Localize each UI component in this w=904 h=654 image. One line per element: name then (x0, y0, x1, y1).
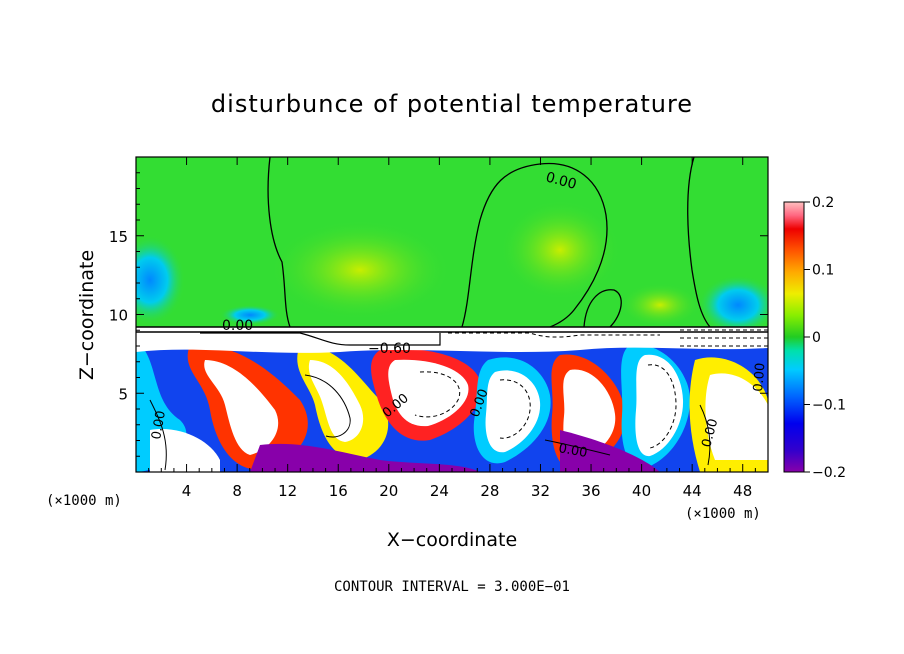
x-tick-label: 16 (329, 482, 348, 500)
colorbar-tick-label: 0.1 (812, 263, 834, 279)
colorbar-tick-label: 0.2 (812, 195, 834, 211)
contour-label: 0.00 (149, 410, 169, 441)
contour-line (304, 374, 351, 438)
contour-line (680, 329, 768, 347)
contour-label: 0.00 (751, 362, 768, 392)
contour-label: 0.00 (544, 169, 578, 193)
contour-line (461, 162, 608, 328)
warm-anomaly (500, 200, 620, 300)
anomaly-patch (705, 373, 768, 460)
x-tick-label: 20 (379, 482, 398, 500)
colorbar-ticks: −0.2 −0.1 0 0.1 0.2 (804, 195, 846, 481)
cool-anomaly (136, 235, 185, 325)
contour-label: 0.00 (699, 417, 721, 449)
cool-anomaly (220, 305, 280, 325)
warm-anomaly (620, 283, 700, 327)
contour-label: −0.60 (368, 341, 411, 357)
warm-anomaly (270, 220, 450, 320)
x-axis: 4 8 12 16 20 24 28 32 36 40 44 48 (148, 157, 756, 500)
colorbar-tick-label: 0 (812, 330, 821, 346)
x-tick-label: 28 (480, 482, 499, 500)
contour-line (136, 326, 768, 333)
contour-line (149, 399, 167, 471)
x-tick-label: 40 (632, 482, 651, 500)
x-tick-label: 36 (581, 482, 600, 500)
colorbar (783, 201, 805, 473)
chart-title: disturbunce of potential temperature (211, 90, 693, 118)
contour-line (414, 371, 461, 418)
z-unit-label: (×1000 m) (46, 493, 122, 509)
contour-line (583, 289, 622, 328)
contour-line (687, 157, 711, 328)
contour-line (499, 379, 531, 439)
x-axis-label: X−coordinate (387, 529, 517, 551)
x-tick-label: 44 (683, 482, 702, 500)
contour-line (267, 157, 291, 328)
colorbar-tick-label: −0.2 (812, 465, 846, 481)
contour-label: 0.00 (222, 318, 253, 334)
x-tick-label: 12 (278, 482, 297, 500)
y-axis: 5 10 15 (109, 172, 768, 457)
x-tick-label: 8 (232, 482, 242, 500)
x-tick-label: 4 (182, 482, 192, 500)
y-tick-label: 5 (118, 385, 128, 403)
contour-line (448, 332, 660, 338)
anomaly-patch (204, 360, 279, 455)
cool-anomaly (698, 275, 768, 335)
anomaly-patch (150, 429, 220, 472)
x-tick-label: 24 (430, 482, 449, 500)
contour-interval-note: CONTOUR INTERVAL = 3.000E−01 (334, 579, 570, 595)
contour-line (647, 364, 677, 449)
anomaly-patch (560, 430, 660, 472)
anomaly-patch (250, 443, 480, 472)
colorbar-tick-label: −0.1 (812, 398, 846, 414)
x-tick-label: 32 (531, 482, 550, 500)
plot-area (136, 157, 768, 472)
y-axis-label: Z−coordinate (76, 250, 98, 380)
x-tick-label: 48 (733, 482, 752, 500)
contour-label: 0.00 (557, 441, 588, 461)
y-tick-label: 10 (109, 307, 128, 325)
x-unit-label: (×1000 m) (685, 506, 761, 522)
y-tick-label: 15 (109, 228, 128, 246)
contour-line (699, 404, 711, 466)
contour-line (200, 332, 441, 346)
contour-line (544, 439, 611, 456)
